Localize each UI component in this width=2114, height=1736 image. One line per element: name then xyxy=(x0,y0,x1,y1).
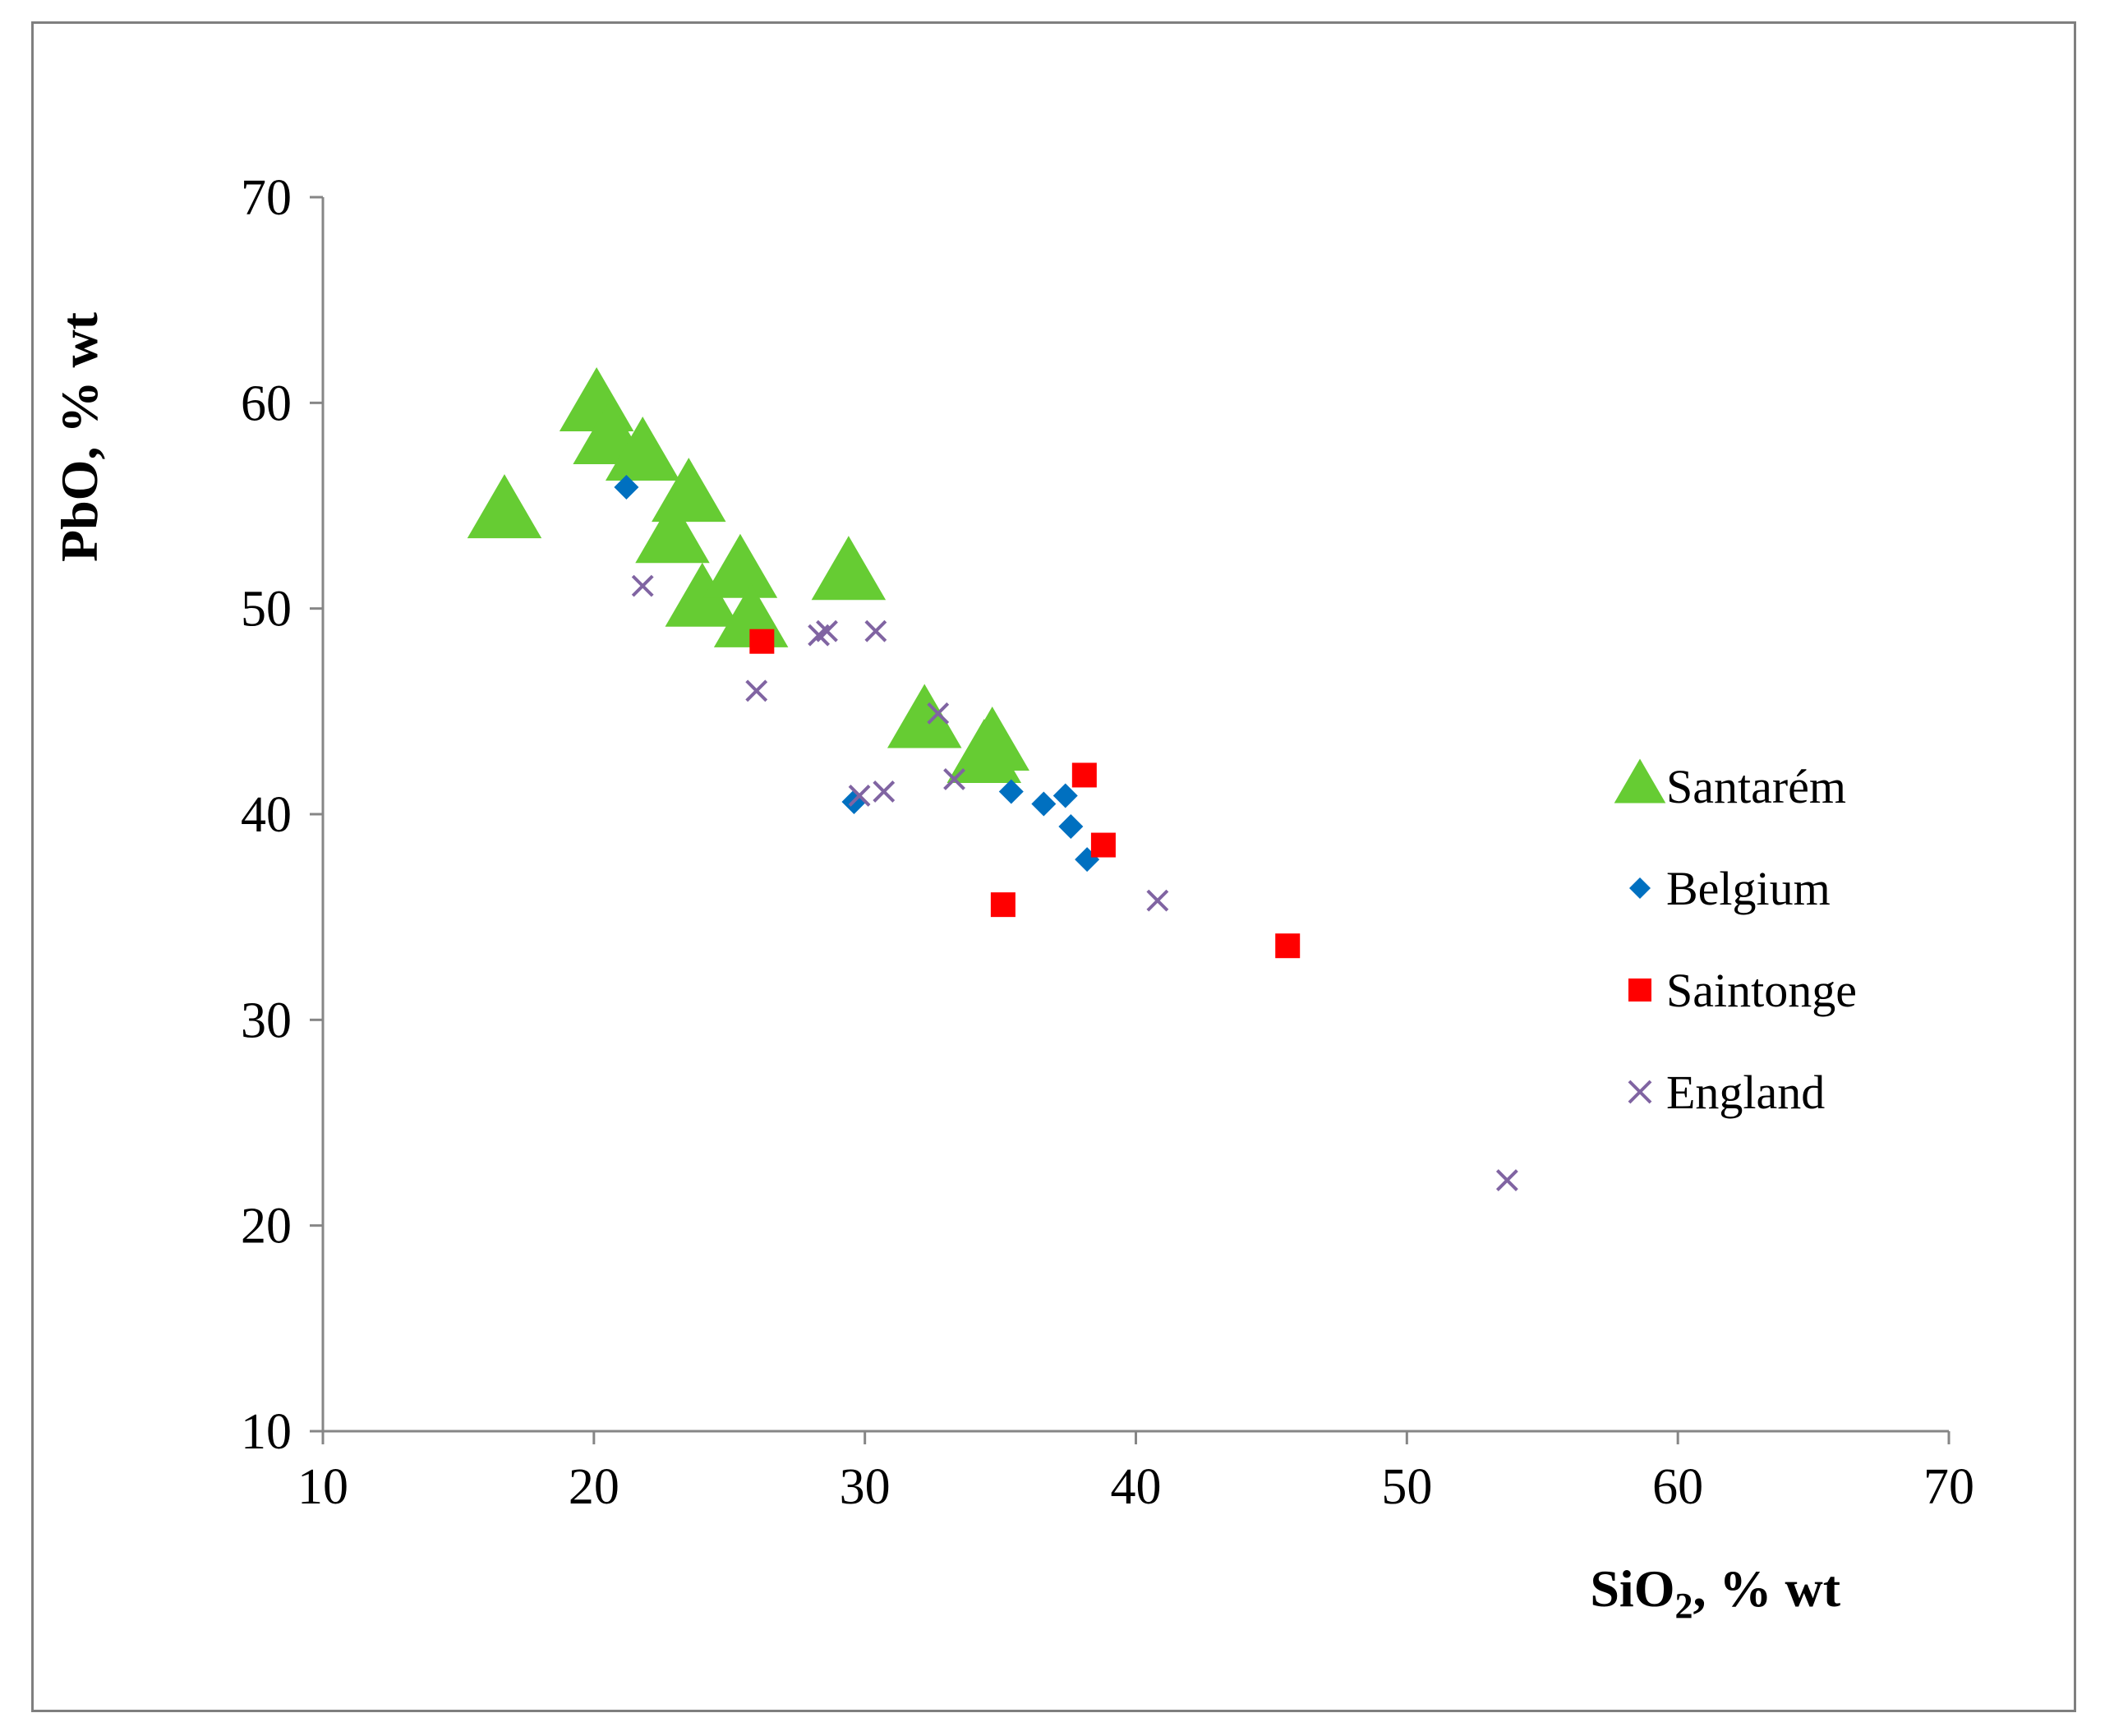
x-axis-title-main: SiO xyxy=(1590,1559,1674,1618)
data-point xyxy=(848,785,871,807)
data-point xyxy=(605,417,680,481)
data-point xyxy=(873,781,896,803)
data-point xyxy=(1031,791,1057,817)
legend-item: Santarém xyxy=(1614,758,1846,813)
data-point xyxy=(1275,933,1301,959)
data-point xyxy=(1052,783,1078,808)
y-tick-label: 50 xyxy=(241,582,292,638)
x-tick-label: 60 xyxy=(1652,1459,1703,1515)
x-axis-title: SiO2, % wt xyxy=(1590,1559,1840,1626)
data-point xyxy=(1495,1169,1518,1192)
y-tick-label: 70 xyxy=(241,170,292,226)
data-point xyxy=(864,619,887,642)
data-point xyxy=(927,702,950,725)
series-saintonge xyxy=(749,629,1301,959)
legend-label: England xyxy=(1666,1066,1825,1119)
data-point xyxy=(816,619,838,642)
y-tick-label: 30 xyxy=(241,992,292,1048)
y-tick-label: 40 xyxy=(241,787,292,843)
data-point xyxy=(990,892,1016,918)
x-tick-label: 30 xyxy=(840,1459,891,1515)
data-point xyxy=(1058,814,1084,840)
data-point xyxy=(887,684,962,748)
data-point xyxy=(614,474,639,500)
data-point xyxy=(749,629,775,654)
legend: Santarém Belgium Saintonge England xyxy=(1614,758,1857,1119)
legend-marker xyxy=(1614,758,1666,804)
data-point xyxy=(811,536,887,601)
legend-marker xyxy=(1629,877,1651,899)
y-axis-title: PbO, % wt xyxy=(50,311,108,562)
y-tick-label: 20 xyxy=(241,1199,292,1255)
data-point xyxy=(1090,832,1116,858)
legend-marker xyxy=(1628,1080,1652,1104)
x-tick-label: 50 xyxy=(1381,1459,1432,1515)
data-point xyxy=(1146,889,1169,912)
legend-marker xyxy=(1628,979,1651,1002)
x-axis-title-subscript: 2 xyxy=(1674,1586,1693,1626)
data-point xyxy=(946,719,1022,784)
data-point xyxy=(1071,762,1097,788)
x-axis-title-suffix: , % wt xyxy=(1693,1559,1840,1618)
data-point xyxy=(943,768,965,790)
legend-item: England xyxy=(1628,1066,1825,1119)
axes: 10 20 30 40 50 60 70 10 20 30 40 50 60 70 xyxy=(241,170,1974,1515)
data-point xyxy=(467,474,542,539)
x-tick-label: 40 xyxy=(1111,1459,1162,1515)
data-point xyxy=(998,779,1024,804)
legend-item: Belgium xyxy=(1629,862,1831,915)
x-tick-label: 10 xyxy=(297,1459,348,1515)
data-point xyxy=(745,679,768,702)
y-tick-label: 10 xyxy=(241,1404,292,1460)
legend-label: Saintonge xyxy=(1666,964,1857,1017)
x-tick-label: 20 xyxy=(569,1459,619,1515)
data-point xyxy=(702,533,778,598)
data-point xyxy=(631,574,654,597)
data-point xyxy=(665,562,740,627)
series-england xyxy=(631,574,1518,1192)
data-points xyxy=(467,366,1518,1192)
legend-label: Santarém xyxy=(1666,760,1846,813)
y-tick-label: 60 xyxy=(241,375,292,431)
x-tick-label: 70 xyxy=(1923,1459,1974,1515)
legend-label: Belgium xyxy=(1666,862,1831,915)
legend-item: Saintonge xyxy=(1628,964,1857,1017)
data-point xyxy=(635,499,710,564)
